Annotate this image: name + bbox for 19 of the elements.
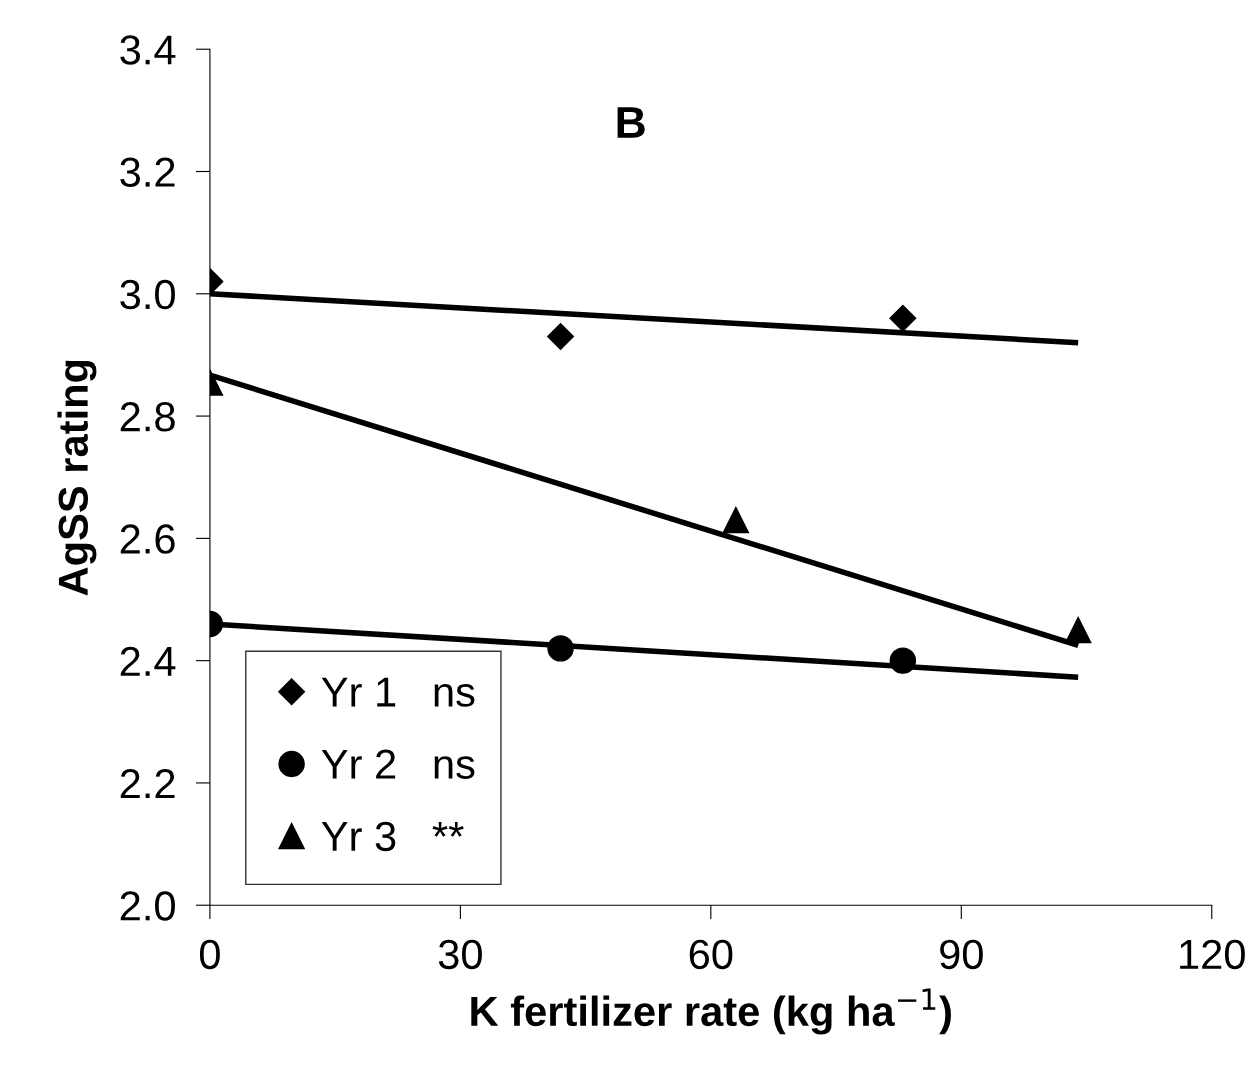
y-tick-label: 3.4 <box>120 35 176 65</box>
y-tick-label: 2.2 <box>120 768 175 799</box>
legend-label: Yr 3 ** <box>321 821 464 852</box>
x-tick-label: 60 <box>689 939 733 970</box>
x-tick-label: 120 <box>1180 939 1245 970</box>
legend-label: Yr 2 ns <box>321 749 475 779</box>
y-tick-label: 2.6 <box>120 524 175 554</box>
legend-label: Yr 1 ns <box>321 677 475 707</box>
x-tick-label: 90 <box>940 939 983 970</box>
y-tick-label: 2.8 <box>120 402 175 432</box>
y-tick-label: 2.4 <box>120 646 176 676</box>
y-tick-label: 3.0 <box>120 279 175 310</box>
y-axis-title: AgSS rating <box>57 360 97 596</box>
y-tick-label: 2.0 <box>120 891 175 921</box>
annotation: B <box>617 107 645 138</box>
y-tick-label: 3.2 <box>120 157 175 188</box>
x-axis-title: K fertilizer rate (kg ha$^{−1}$) <box>471 988 951 1035</box>
x-tick-label: 30 <box>438 939 482 970</box>
x-tick-label: 0 <box>199 939 220 970</box>
